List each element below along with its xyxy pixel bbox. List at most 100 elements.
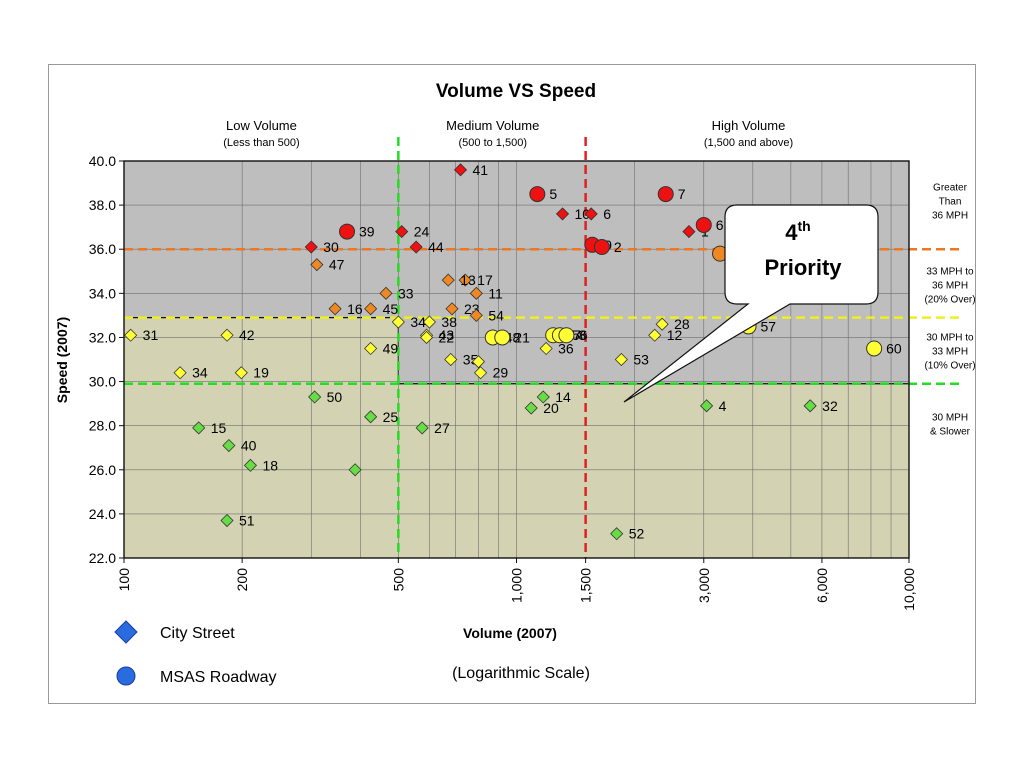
data-point-diamond [409,240,423,254]
data-point-diamond [364,341,378,356]
data-point-diamond [458,273,472,287]
data-label: 47 [329,257,345,273]
speed-band-label: 30 MPH [932,412,968,423]
data-label: 12 [667,327,683,343]
callout-bubble [623,204,879,403]
data-label: 2 [614,239,622,255]
data-point-diamond [243,458,258,472]
volume-group-range: (500 to 1,500) [459,137,528,149]
legend-label: City Street [160,625,235,642]
data-point-diamond [310,258,324,272]
threshold-lines [124,137,960,558]
volume-group-title: Low Volume [226,118,297,133]
legend: City Street MSAS Roadway [114,620,277,686]
data-point-diamond [682,225,696,239]
data-point-circle [558,327,575,344]
data-point-diamond [328,302,342,316]
data-point-diamond [555,207,570,221]
data-point-diamond [648,328,662,342]
data-point-circle [695,216,712,233]
data-point-diamond [364,302,378,316]
data-point-circle [866,340,883,357]
data-point-diamond [192,421,206,435]
data-label: 22 [439,329,455,345]
data-point-diamond [453,163,468,177]
data-point-diamond [379,286,393,300]
data-label: 11 [488,285,503,301]
data-point-diamond [419,330,434,345]
data-point-circle [657,186,674,203]
data-label: 39 [359,224,375,240]
volume-group-title: Medium Volume [446,118,539,133]
speed-band-label: 33 MPH [932,347,968,358]
data-point-diamond [124,328,138,342]
y-tick-label: 28.0 [89,418,116,434]
data-label: 28 [674,316,690,332]
data-point-diamond [445,302,459,316]
speed-band-label: Greater [933,183,968,194]
fourth-priority-callout: 4th Priority [623,204,879,403]
data-label: 17 [477,272,493,288]
data-label: 7 [678,186,686,202]
data-label: 27 [434,420,450,436]
data-label: 4 [719,398,727,414]
data-label: 32 [822,398,838,414]
y-tick-label: 38.0 [89,197,116,213]
data-label: 24 [414,224,430,240]
data-label: 25 [383,409,399,425]
data-point-diamond [584,207,598,221]
data-point-diamond [469,286,483,300]
x-axis-note: (Logarithmic Scale) [452,665,590,682]
data-label: 60 [886,340,902,356]
data-label: 53 [633,352,649,368]
data-point-diamond [444,352,458,367]
data-label: 18 [262,457,278,473]
data-point-diamond [536,390,550,404]
data-point-diamond [700,399,714,413]
x-tick-label: 3,000 [696,568,712,603]
data-label: 8 [578,327,586,343]
speed-band-label: 30 MPH to [926,333,974,344]
data-label: 15 [211,420,227,436]
x-axis-label: Volume (2007) [463,625,557,641]
data-point-circle [593,239,610,256]
chart-frame [48,64,976,704]
x-tick-label: 6,000 [814,568,830,603]
data-label: 56 [572,327,588,343]
data-label: 44 [428,239,444,255]
x-tick-label: 1,000 [509,568,525,603]
data-label: 38 [441,314,457,330]
data-point-diamond [539,341,553,356]
data-label: 52 [629,526,645,542]
volume-group-range: (Less than 500) [223,137,299,149]
data-point-diamond [655,317,669,331]
y-tick-label: 40.0 [89,153,116,169]
legend-diamond-marker [114,620,138,644]
legend-circle-marker [116,666,136,686]
x-tick-label: 1,500 [578,568,594,603]
data-label: 30 [323,239,339,255]
data-label: 49 [383,340,399,356]
callout-ordinal: 4th [785,218,810,245]
speed-band-labels: Greater Than 36 MPH 33 MPH to 36 MPH (20% Ove… [924,183,975,438]
speed-band-label: 36 MPH [932,211,968,222]
data-point-diamond [348,463,362,477]
data-point-diamond [173,366,187,380]
data-point-diamond [524,401,538,415]
data-label: 21 [514,329,530,345]
data-label: 29 [493,365,509,381]
data-point-diamond [220,328,234,342]
speed-band-label: & Slower [930,426,971,437]
y-tick-label: 36.0 [89,241,116,257]
data-point-circle [494,329,511,346]
data-label: 33 [398,285,414,301]
y-tick-label: 32.0 [89,329,116,345]
chart-title: Volume VS Speed [436,81,596,102]
data-point-diamond [220,513,234,528]
data-point-diamond [391,315,405,329]
legend-label: MSAS Roadway [160,669,277,686]
data-label: 54 [488,307,504,323]
speed-band-label: (10% Over) [924,361,975,372]
x-tick-label: 200 [234,568,250,592]
